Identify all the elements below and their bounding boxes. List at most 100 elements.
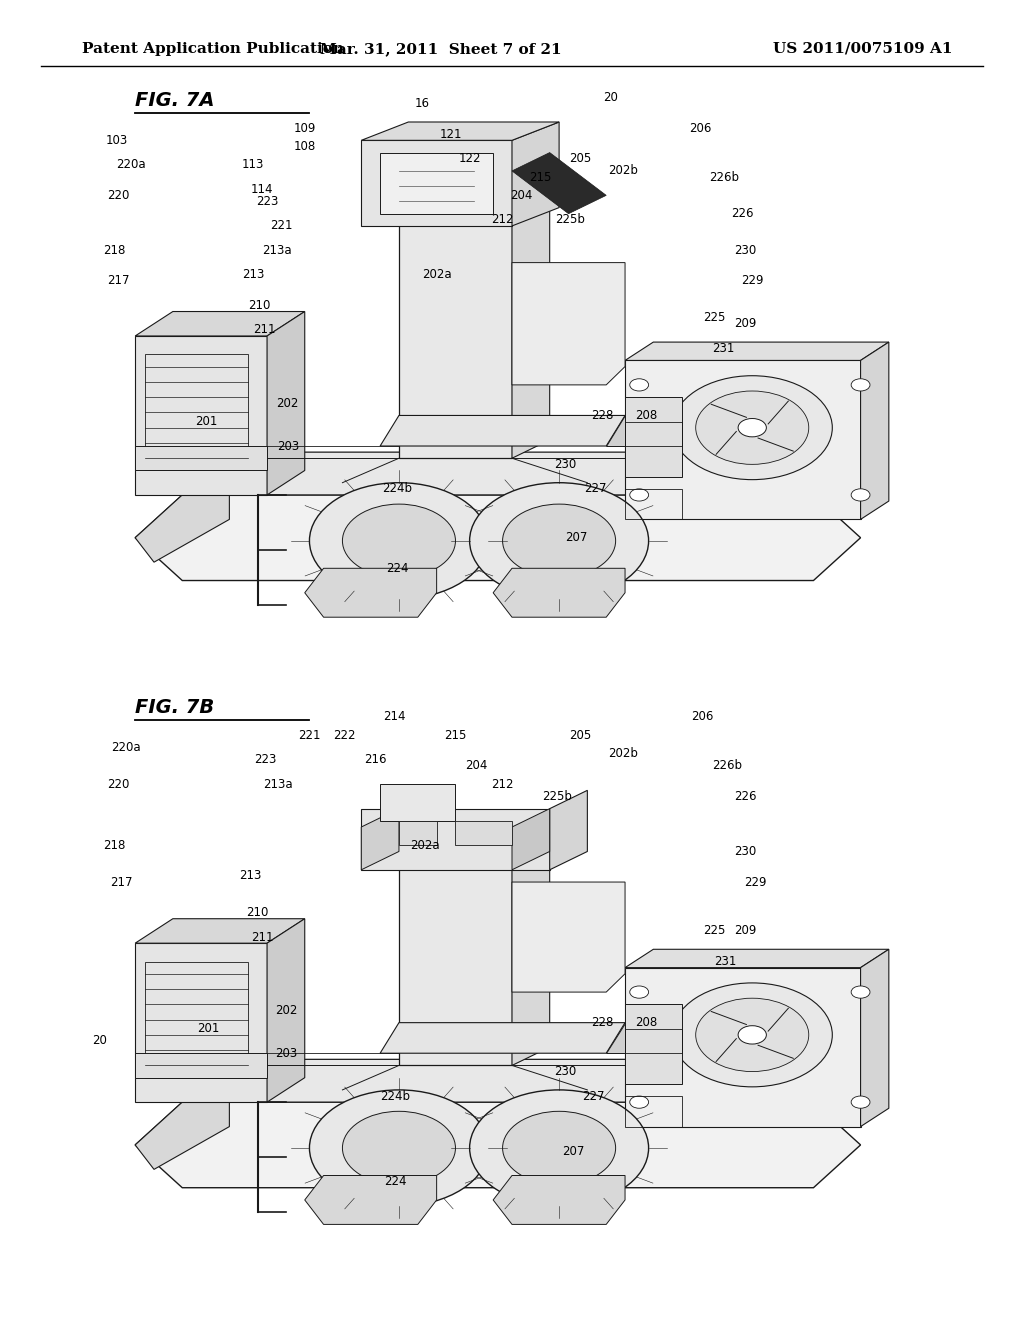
Polygon shape [625,360,860,519]
Text: FIG. 7A: FIG. 7A [135,91,215,110]
Circle shape [738,418,766,437]
Text: 224b: 224b [382,482,412,495]
Text: 202b: 202b [608,747,638,760]
Bar [625,421,682,446]
Polygon shape [361,140,512,226]
Text: 202b: 202b [608,165,638,177]
Text: 210: 210 [249,298,270,312]
Polygon shape [267,919,305,1102]
Text: 220a: 220a [111,741,140,754]
Text: 224: 224 [386,562,409,574]
Text: 16: 16 [415,98,430,110]
Polygon shape [135,1060,229,1170]
Text: 108: 108 [294,140,315,153]
Polygon shape [135,919,305,944]
Polygon shape [399,840,550,858]
Text: 230: 230 [734,845,757,858]
Polygon shape [456,821,512,845]
Text: 224b: 224b [380,1089,411,1102]
Text: 218: 218 [103,244,126,257]
Polygon shape [182,453,860,495]
Text: 218: 218 [103,838,126,851]
Text: 228: 228 [591,1016,613,1030]
Circle shape [695,998,809,1072]
Polygon shape [625,397,682,477]
Circle shape [851,986,870,998]
Polygon shape [399,858,512,1065]
Circle shape [630,379,648,391]
Text: 211: 211 [251,931,273,944]
Text: 215: 215 [529,170,552,183]
Circle shape [309,1090,488,1206]
Text: 103: 103 [105,133,127,147]
Polygon shape [512,809,550,870]
Text: FIG. 7B: FIG. 7B [135,698,214,717]
Circle shape [470,483,648,599]
Text: 222: 222 [333,729,355,742]
Polygon shape [512,263,625,385]
Circle shape [851,379,870,391]
Circle shape [738,1026,766,1044]
Text: 221: 221 [298,729,321,742]
Text: 201: 201 [195,414,217,428]
Text: 231: 231 [712,342,734,355]
Text: 212: 212 [492,777,514,791]
Polygon shape [399,202,512,458]
Polygon shape [135,453,229,562]
Polygon shape [512,882,625,993]
Text: 231: 231 [714,954,736,968]
Text: 208: 208 [635,1016,657,1030]
Polygon shape [512,183,550,458]
Text: 230: 230 [554,458,575,471]
Text: 114: 114 [251,182,273,195]
Text: 205: 205 [568,729,591,742]
Polygon shape [361,121,559,140]
Circle shape [503,504,615,577]
Polygon shape [267,312,305,495]
Text: Patent Application Publication: Patent Application Publication [82,42,344,55]
Text: 225: 225 [703,312,726,325]
Text: 213a: 213a [263,777,293,791]
Text: 227: 227 [582,1089,604,1102]
Text: 214: 214 [383,710,406,723]
Text: 20: 20 [603,91,618,104]
Polygon shape [494,1176,625,1225]
Circle shape [851,1096,870,1109]
Text: 225b: 225b [555,214,586,226]
Text: 228: 228 [591,409,613,422]
Text: 230: 230 [734,244,757,257]
Polygon shape [135,446,267,470]
Circle shape [695,391,809,465]
Text: 224: 224 [384,1175,407,1188]
Polygon shape [625,968,860,1126]
Text: 230: 230 [554,1065,575,1078]
Circle shape [342,1111,456,1184]
Text: US 2011/0075109 A1: US 2011/0075109 A1 [773,42,952,55]
Text: 202a: 202a [422,268,452,281]
Text: 122: 122 [459,152,481,165]
Polygon shape [512,121,559,226]
Text: 226b: 226b [709,170,739,183]
Text: 216: 216 [365,754,387,767]
Text: 229: 229 [743,875,766,888]
Text: 202a: 202a [411,838,440,851]
Polygon shape [380,1023,625,1053]
Polygon shape [135,495,860,581]
Text: 229: 229 [741,275,764,288]
Text: 225: 225 [703,924,726,937]
Polygon shape [606,416,625,446]
Circle shape [503,1111,615,1184]
Polygon shape [305,1176,436,1225]
Polygon shape [550,791,588,870]
Text: 121: 121 [439,128,462,141]
Text: 113: 113 [242,158,264,172]
Polygon shape [625,949,889,968]
Text: 211: 211 [253,323,275,337]
Text: 109: 109 [294,121,316,135]
Text: 227: 227 [584,482,606,495]
Text: 209: 209 [734,317,757,330]
Text: 225b: 225b [543,789,572,803]
Bar [625,1096,682,1126]
Text: 207: 207 [565,531,587,544]
Text: 223: 223 [256,195,279,209]
